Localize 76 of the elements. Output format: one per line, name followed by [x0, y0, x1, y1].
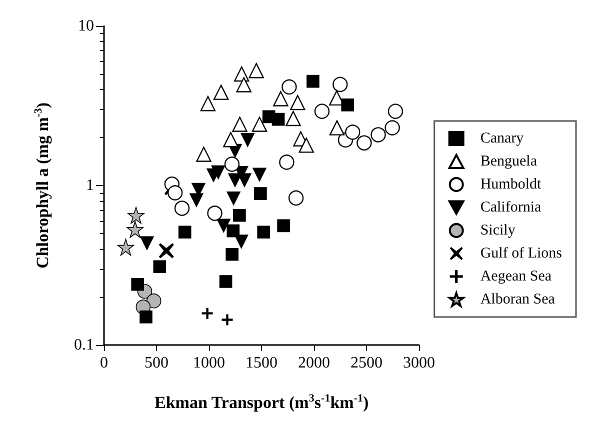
x-tick-label: 3000	[403, 354, 435, 372]
legend-label: California	[480, 200, 542, 216]
point	[234, 234, 248, 248]
point	[298, 138, 314, 153]
point	[341, 98, 354, 112]
point	[153, 260, 166, 274]
point	[388, 104, 404, 119]
point	[345, 124, 360, 140]
point	[257, 226, 270, 239]
point	[126, 221, 144, 238]
point	[290, 94, 306, 110]
point	[240, 133, 255, 147]
legend-label: Humboldt	[480, 176, 542, 192]
point	[273, 91, 288, 106]
point	[213, 84, 229, 100]
point	[140, 236, 154, 250]
point	[232, 116, 248, 132]
point	[146, 294, 162, 308]
legend-label: Aegean Sea	[480, 268, 552, 284]
point	[254, 187, 267, 200]
point	[219, 275, 232, 288]
x-tick-label: 2000	[298, 354, 330, 372]
point	[140, 310, 152, 324]
point	[384, 120, 400, 136]
point	[329, 120, 345, 136]
point	[178, 226, 192, 239]
x-tick-label: 2500	[350, 354, 382, 372]
legend-label: Gulf of Lions	[480, 246, 562, 262]
point	[314, 104, 330, 119]
point	[252, 116, 268, 132]
y-tick-label: 1	[86, 177, 94, 194]
point	[306, 74, 320, 88]
point	[174, 200, 190, 216]
point	[236, 77, 252, 92]
point	[238, 173, 252, 188]
point	[226, 224, 240, 238]
point	[248, 63, 264, 78]
x-tick-label: 0	[100, 354, 108, 372]
point	[200, 96, 216, 112]
point	[117, 238, 134, 256]
x-tick-label: 1000	[193, 354, 225, 372]
point	[196, 146, 212, 162]
point	[131, 278, 144, 291]
y-axis-title: Chlorophyll a (mg m-3)	[32, 102, 52, 269]
point	[224, 156, 240, 172]
point	[282, 79, 297, 95]
point	[272, 112, 285, 126]
point	[202, 308, 213, 319]
legend-label: Canary	[480, 130, 524, 146]
x-tick-label: 1500	[246, 354, 278, 372]
point	[252, 168, 266, 182]
point	[370, 127, 386, 142]
point	[233, 208, 246, 222]
point	[190, 193, 204, 207]
y-tick-label: 0.1	[74, 336, 94, 354]
point	[222, 314, 233, 326]
point	[279, 154, 294, 170]
point	[332, 76, 348, 92]
point	[226, 192, 240, 206]
point	[211, 165, 226, 180]
point	[168, 185, 183, 200]
legend-label: Alboran Sea	[480, 292, 556, 308]
y-tick-label: 10	[78, 18, 94, 34]
point	[216, 218, 230, 233]
legend-label: Sicily	[480, 222, 516, 238]
point	[356, 135, 372, 150]
point	[286, 110, 301, 126]
point	[223, 132, 238, 148]
point	[277, 219, 290, 232]
x-tick-label: 500	[144, 354, 168, 372]
point	[288, 190, 304, 206]
legend-label: Benguela	[480, 154, 538, 170]
point	[158, 243, 174, 258]
point	[207, 206, 222, 221]
point	[128, 206, 144, 224]
point	[226, 248, 238, 261]
